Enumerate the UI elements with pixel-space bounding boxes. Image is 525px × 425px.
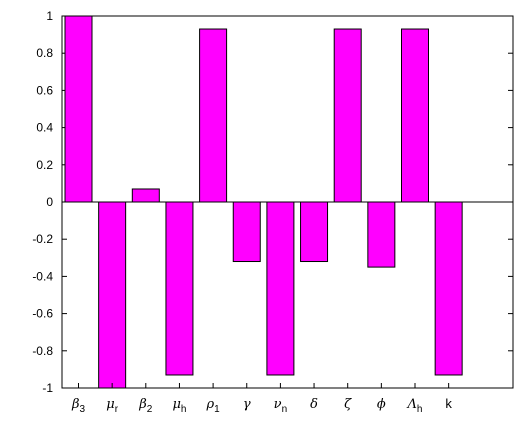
x-category-label: β2 (138, 397, 153, 415)
y-tick-label: 0.6 (36, 83, 53, 97)
y-tick-label: -0.8 (32, 344, 53, 358)
bar (367, 201, 396, 268)
bar (300, 201, 329, 263)
bar (199, 28, 228, 203)
bars-group (64, 15, 463, 389)
x-category-label: ζ (344, 397, 352, 412)
y-tick-label: -0.2 (32, 232, 53, 246)
y-tick-label: 0 (46, 195, 53, 209)
bar (333, 28, 362, 203)
x-category-label: γ (243, 397, 251, 412)
x-axis-labels: β3 μr β2 μh ρ1 γ νn δ ζ ϕ Λh k (71, 383, 452, 415)
bar (434, 201, 463, 376)
x-category-label: ϕ (377, 397, 386, 412)
bar (98, 201, 127, 389)
x-category-label: μr (106, 397, 118, 415)
x-category-label: β3 (71, 397, 86, 415)
x-category-label: μh (172, 397, 186, 415)
y-tick-label: 1 (46, 9, 53, 23)
bar (165, 201, 194, 376)
y-tick-label: 0.8 (36, 46, 53, 60)
y-tick-label: 0.2 (36, 158, 53, 172)
y-axis-ticks: 1 0.8 0.6 0.4 0.2 0 -0.2 -0.4 -0.6 -0.8 -1 (32, 9, 513, 395)
y-tick-label: -0.4 (32, 269, 53, 283)
x-category-label: νn (274, 397, 287, 415)
bar (401, 28, 429, 203)
x-category-label: Λh (407, 397, 423, 415)
bar (131, 188, 160, 203)
bar (232, 201, 261, 263)
y-tick-label: 0.4 (36, 121, 53, 135)
bar (266, 201, 295, 376)
bar (64, 15, 93, 203)
x-category-label: δ (310, 397, 318, 412)
x-category-label: ρ1 (205, 397, 220, 415)
x-category-label: k (445, 396, 452, 411)
y-tick-label: -1 (42, 381, 53, 395)
y-tick-label: -0.6 (32, 307, 53, 321)
